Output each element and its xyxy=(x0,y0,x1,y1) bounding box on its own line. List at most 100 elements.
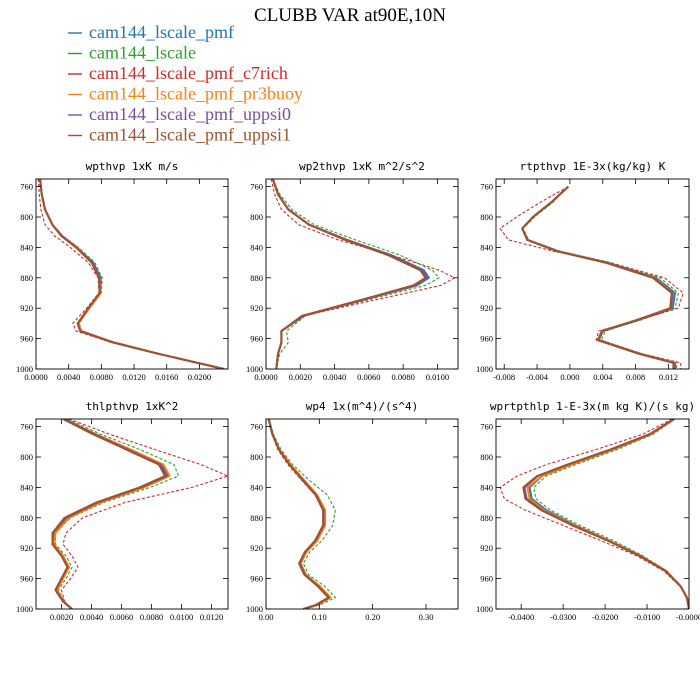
panels: wpthvp 1xK m/s76080084088092096010000.00… xyxy=(16,160,700,622)
legend-label: cam144_lscale_pmf_c7rich xyxy=(89,63,288,83)
y-tick-label: 800 xyxy=(20,452,33,462)
x-tick-label: -0.0400 xyxy=(508,612,534,622)
y-tick-label: 760 xyxy=(20,422,33,432)
legend-label: cam144_lscale_pmf xyxy=(89,22,234,42)
x-tick-label: 0.0200 xyxy=(188,372,211,382)
x-tick-label: 0.0000 xyxy=(24,372,47,382)
figure-title: CLUBB VAR at90E,10N xyxy=(254,5,446,26)
x-tick-label: 0.008 xyxy=(626,372,645,382)
legend-entry: cam144_lscale_pmf_pr3buoy xyxy=(68,84,303,104)
panel-title: wpthvp 1xK m/s xyxy=(86,160,179,173)
plot-frame xyxy=(35,418,229,610)
y-tick-label: 840 xyxy=(20,242,33,252)
x-tick-label: 0.0100 xyxy=(170,612,193,622)
y-tick-label: 760 xyxy=(20,182,33,192)
series-line xyxy=(37,179,225,369)
y-tick-label: 760 xyxy=(480,422,493,432)
legend: cam144_lscale_pmfcam144_lscalecam144_lsc… xyxy=(68,22,303,145)
series-line xyxy=(39,179,225,369)
chart-panel: rtpthvp 1E-3x(kg/kg) K 760 800 840 880 920 960… xyxy=(476,160,690,382)
y-tick-label: 880 xyxy=(20,513,33,523)
plot-frame xyxy=(495,418,690,610)
y-tick-label: 800 xyxy=(480,452,493,462)
y-tick-label: 760 xyxy=(480,182,493,192)
panel-title: rtpthvp 1E-3x(kg/kg) K xyxy=(520,160,666,173)
y-tick-label: 920 xyxy=(20,543,33,553)
series-line xyxy=(271,179,430,369)
x-tick-label: 0.0040 xyxy=(80,612,103,622)
series-line xyxy=(521,185,675,369)
y-tick-label: 1000 xyxy=(246,604,263,614)
y-tick-label: 920 xyxy=(480,303,493,313)
y-tick-label: 960 xyxy=(20,574,33,584)
series-line xyxy=(271,179,427,369)
series-line xyxy=(53,419,171,609)
y-tick-label: 840 xyxy=(250,482,263,492)
y-tick-label: 760 xyxy=(250,422,263,432)
x-tick-label: 0.0060 xyxy=(357,372,380,382)
y-tick-label: 880 xyxy=(250,273,263,283)
x-tick-label: -0.008 xyxy=(493,372,515,382)
chart-panel: wprtpthlp 1-E-3x(m kg K)/(s kg) 760 800 840… xyxy=(476,400,700,622)
legend-label: cam144_lscale_pmf_uppsi0 xyxy=(89,104,291,124)
panel-title: wprtpthlp 1-E-3x(m kg K)/(s kg) xyxy=(490,400,695,413)
series-line xyxy=(533,419,689,609)
series-line xyxy=(272,179,440,369)
series-line xyxy=(60,419,228,609)
y-tick-label: 800 xyxy=(250,452,263,462)
chart-panel: wpthvp 1xK m/s76080084088092096010000.00… xyxy=(16,160,229,382)
y-tick-label: 840 xyxy=(20,482,33,492)
series-line xyxy=(271,179,429,369)
x-tick-label: -0.0300 xyxy=(550,612,576,622)
y-tick-label: 960 xyxy=(480,334,493,344)
plot-frame xyxy=(495,178,690,370)
x-tick-label: 0.0120 xyxy=(122,372,145,382)
y-tick-label: 1000 xyxy=(16,604,33,614)
y-tick-label: 840 xyxy=(480,482,493,492)
legend-entry: cam144_lscale_pmf_uppsi0 xyxy=(68,104,291,124)
legend-entry: cam144_lscale_pmf_uppsi1 xyxy=(68,125,291,145)
series-line xyxy=(268,419,336,609)
x-tick-label: 0.0020 xyxy=(289,372,312,382)
x-tick-label: -0.0100 xyxy=(634,612,660,622)
legend-label: cam144_lscale_pmf_pr3buoy xyxy=(89,84,303,104)
x-tick-label: 0.0000 xyxy=(254,372,277,382)
series-line xyxy=(499,419,689,609)
y-tick-label: 960 xyxy=(250,574,263,584)
x-tick-label: -0.0000 xyxy=(676,612,700,622)
series-line xyxy=(271,179,429,369)
y-tick-label: 840 xyxy=(250,242,263,252)
series-line xyxy=(39,179,225,369)
y-tick-label: 800 xyxy=(250,212,263,222)
legend-label: cam144_lscale xyxy=(89,43,196,63)
y-tick-label: 800 xyxy=(20,212,33,222)
y-tick-label: 840 xyxy=(480,242,493,252)
x-tick-label: 0.00 xyxy=(259,612,274,622)
series-group xyxy=(499,419,689,609)
series-line xyxy=(39,179,225,369)
series-line xyxy=(522,419,689,609)
x-tick-label: 0.004 xyxy=(593,372,613,382)
y-tick-label: 1000 xyxy=(476,364,493,374)
x-tick-label: 0.30 xyxy=(419,612,434,622)
plot-frame xyxy=(35,178,229,370)
y-tick-label: 960 xyxy=(480,574,493,584)
series-line xyxy=(51,419,166,609)
plot-frame xyxy=(265,418,459,610)
x-tick-label: 0.0060 xyxy=(110,612,133,622)
x-tick-label: 0.0120 xyxy=(200,612,223,622)
x-tick-label: 0.0040 xyxy=(323,372,346,382)
x-tick-label: 0.10 xyxy=(312,612,327,622)
chart-panel: wp4 1x(m^4)/(s^4)76080084088092096010000… xyxy=(246,400,459,622)
x-tick-label: 0.0080 xyxy=(140,612,163,622)
series-group xyxy=(499,185,684,369)
y-tick-label: 1000 xyxy=(246,364,263,374)
panel-title: thlpthvp 1xK^2 xyxy=(86,400,179,413)
y-tick-label: 1000 xyxy=(16,364,33,374)
x-tick-label: 0.0080 xyxy=(391,372,414,382)
series-line xyxy=(54,419,180,609)
series-line xyxy=(39,179,225,369)
x-tick-label: 0.0160 xyxy=(155,372,178,382)
x-tick-label: -0.004 xyxy=(526,372,549,382)
